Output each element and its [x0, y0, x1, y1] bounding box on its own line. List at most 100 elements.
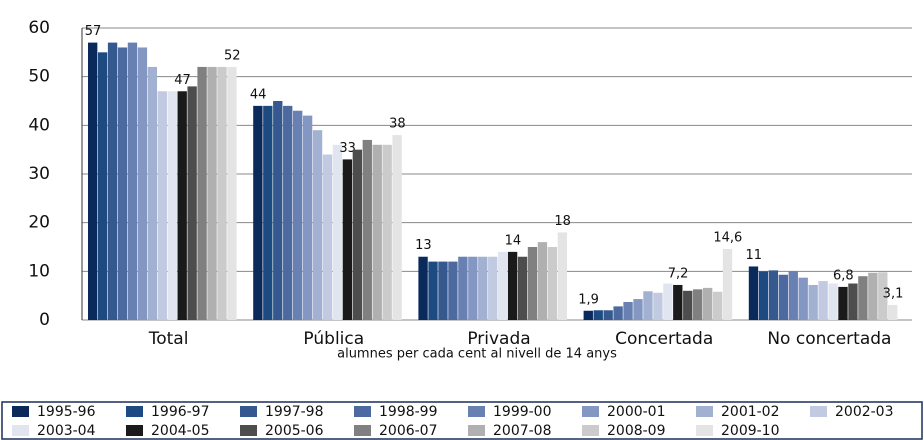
- bar: [362, 139, 372, 320]
- y-tick-label: 60: [28, 18, 50, 38]
- x-tick-label: Privada: [467, 329, 530, 349]
- y-tick-label: 10: [28, 261, 50, 281]
- bar: [633, 299, 643, 320]
- bar: [868, 272, 878, 320]
- legend-label: 1999-00: [493, 404, 552, 420]
- bar: [137, 47, 148, 320]
- bar: [147, 66, 158, 320]
- bar: [673, 284, 683, 320]
- bar: [848, 283, 858, 320]
- bar: [748, 266, 759, 320]
- bar: [758, 271, 769, 320]
- x-tick-label: Pública: [303, 329, 364, 349]
- bar: [712, 291, 723, 320]
- x-tick-label: Concertada: [615, 329, 713, 349]
- legend-swatch: [12, 406, 29, 417]
- bar: [187, 86, 197, 321]
- bar: [858, 276, 868, 320]
- bar: [312, 130, 323, 320]
- bar: [253, 105, 263, 320]
- bar: [217, 66, 227, 320]
- legend-label: 2008-09: [607, 423, 666, 439]
- bar: [97, 52, 108, 320]
- bar: [292, 110, 303, 320]
- bar: [768, 270, 779, 320]
- legend-label: 2009-10: [721, 423, 780, 439]
- legend-label: 1995-96: [37, 404, 96, 420]
- legend-label: 2003-04: [37, 423, 96, 439]
- bar: [117, 47, 128, 320]
- bar: [517, 256, 528, 320]
- bar: [88, 42, 98, 320]
- bar: [663, 283, 673, 320]
- bar: [878, 272, 888, 320]
- bar: [382, 144, 392, 320]
- y-tick-label: 50: [28, 67, 50, 87]
- legend-swatch: [240, 425, 257, 436]
- bar: [283, 105, 293, 320]
- x-tick-label: Total: [148, 329, 189, 349]
- bar: [372, 144, 382, 320]
- legend-label: 2006-07: [379, 423, 438, 439]
- bar: [593, 310, 603, 320]
- bar: [888, 304, 898, 320]
- bar: [227, 66, 237, 320]
- legend-label: 1996-97: [151, 404, 210, 420]
- bar: [418, 256, 428, 320]
- bar: [702, 287, 713, 320]
- bar: [428, 261, 438, 320]
- legend-swatch: [240, 406, 257, 417]
- bar: [342, 159, 353, 320]
- bar: [488, 256, 498, 320]
- bar: [207, 66, 217, 320]
- y-tick-label: 30: [28, 164, 50, 184]
- bar: [798, 277, 808, 320]
- bar: [448, 261, 458, 320]
- data-label: 1,9: [578, 292, 599, 307]
- legend-label: 2000-01: [607, 404, 666, 420]
- bar: [478, 256, 488, 320]
- data-label: 52: [224, 48, 241, 63]
- bar: [392, 135, 402, 320]
- y-tick-label: 20: [28, 213, 50, 233]
- bar: [322, 154, 333, 320]
- bar: [507, 251, 518, 320]
- bar: [127, 42, 138, 320]
- bar: [818, 281, 828, 320]
- bar: [547, 247, 558, 320]
- legend-label: 2002-03: [835, 404, 894, 420]
- bar: [497, 251, 508, 320]
- legend-swatch: [696, 425, 713, 436]
- legend-label: 2001-02: [721, 404, 780, 420]
- bar: [778, 274, 788, 320]
- bar: [583, 310, 593, 320]
- data-label: 13: [415, 238, 432, 253]
- bar: [693, 289, 703, 320]
- x-axis-label: alumnes per cada cent al nivell de 14 an…: [337, 347, 617, 362]
- data-label: 38: [389, 117, 406, 132]
- bar: [828, 283, 838, 320]
- bar: [808, 284, 818, 320]
- bar: [332, 144, 343, 320]
- bar: [167, 91, 177, 321]
- data-label: 7,2: [668, 266, 689, 281]
- data-label: 6,8: [833, 268, 854, 283]
- legend-swatch: [582, 406, 599, 417]
- legend-swatch: [126, 406, 143, 417]
- legend-swatch: [810, 406, 827, 417]
- x-tick-label: No concertada: [767, 329, 891, 349]
- data-label: 14: [505, 233, 522, 248]
- legend-label: 2007-08: [493, 423, 552, 439]
- bar: [527, 247, 538, 320]
- legend-swatch: [12, 425, 29, 436]
- data-label: 33: [339, 141, 356, 156]
- data-label: 57: [85, 24, 102, 39]
- bar: [557, 232, 567, 320]
- legend-swatch: [354, 406, 371, 417]
- bar: [273, 101, 283, 320]
- bar: [683, 290, 693, 320]
- bar: [613, 306, 623, 320]
- bar: [263, 105, 273, 320]
- bar: [788, 271, 798, 320]
